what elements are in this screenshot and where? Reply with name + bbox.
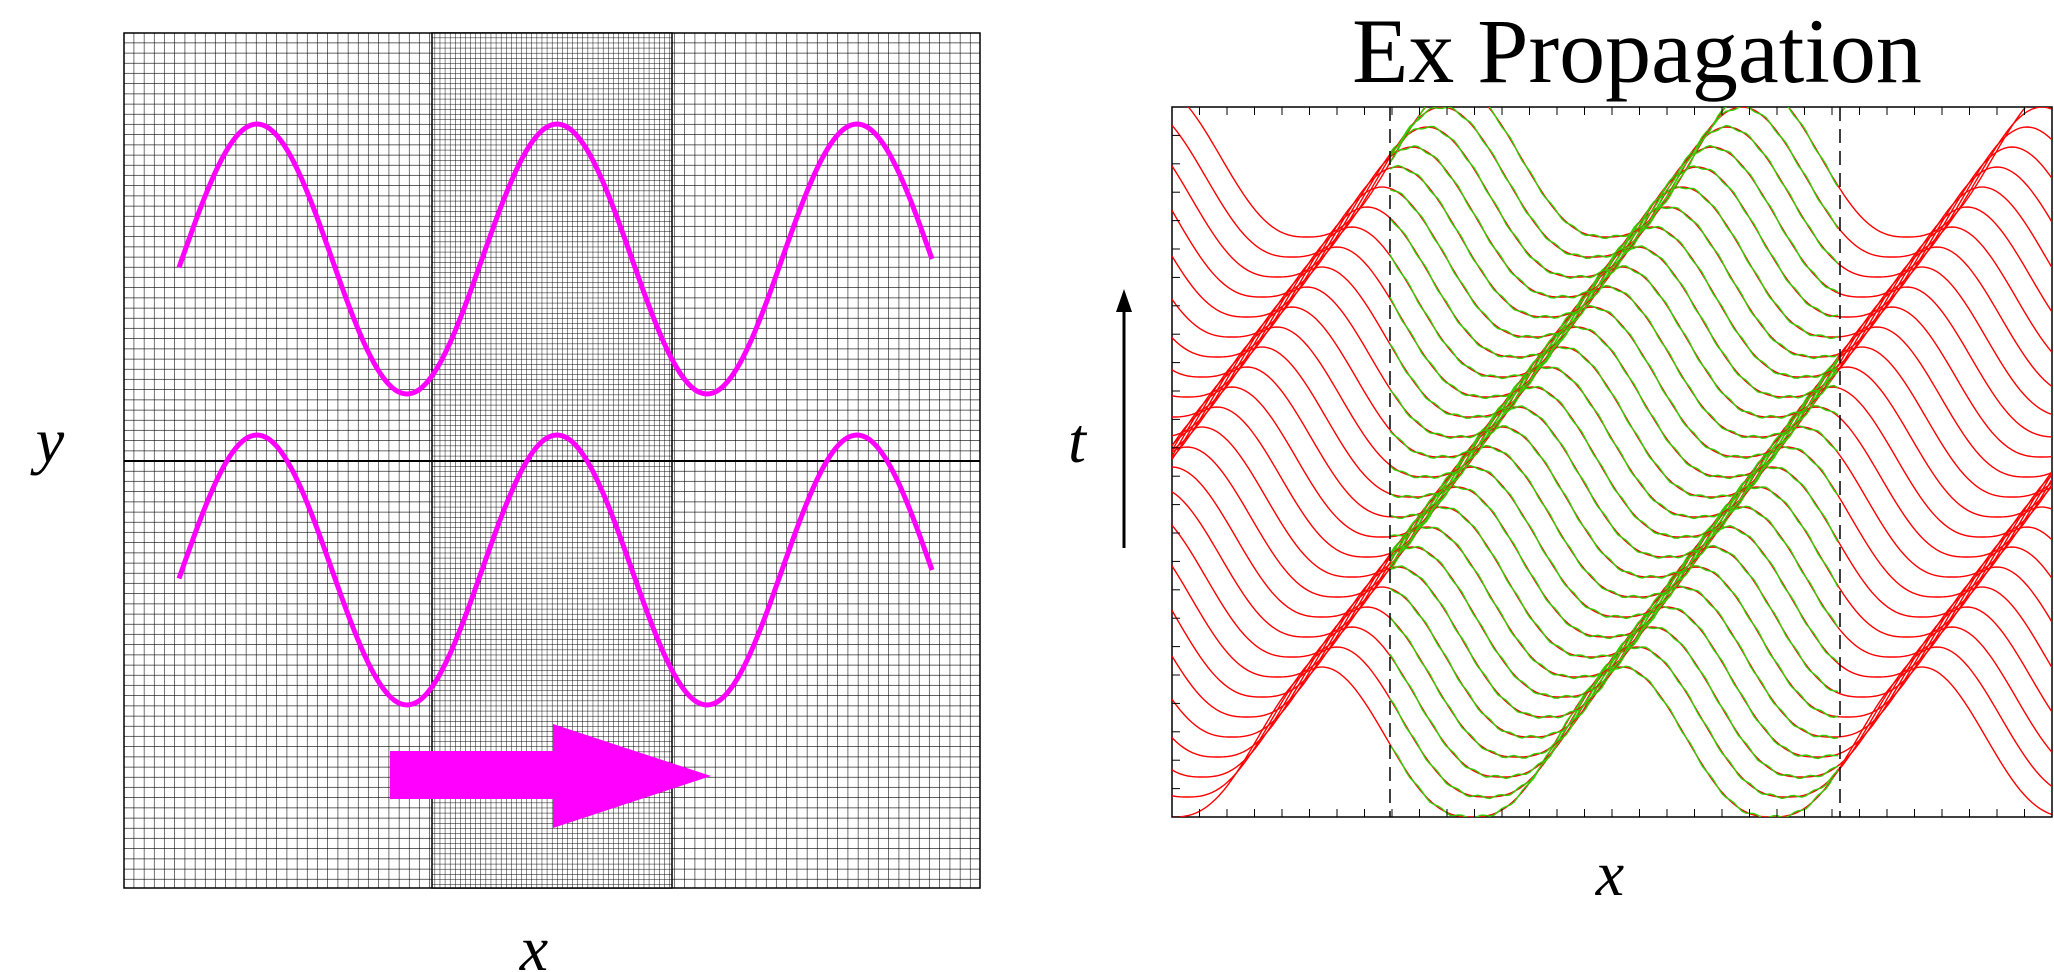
field-curve: [1389, 505, 1839, 660]
field-curve: [1389, 346, 1839, 500]
time-arrow-head: [1116, 289, 1132, 312]
field-curve: [1172, 126, 2052, 278]
field-curve: [1389, 206, 1839, 360]
field-curve: [1389, 626, 1839, 780]
field-curve: [1389, 284, 1839, 440]
direction-arrow: [390, 724, 711, 828]
field-curve: [1389, 325, 1839, 480]
field-curve: [1389, 605, 1839, 760]
field-curve: [1389, 565, 1839, 719]
field-curve: [1172, 446, 2052, 598]
field-curve: [1389, 524, 1839, 680]
field-curve: [1389, 544, 1839, 699]
curves: [1172, 107, 2052, 817]
plot-frame: [1171, 106, 2053, 818]
x-axis-label: x: [519, 913, 548, 972]
chart-title: Ex Propagation: [1352, 0, 1922, 102]
field-curve: [1172, 486, 2052, 638]
field-curve: [1172, 506, 2052, 658]
mesh-panel: y x: [30, 32, 981, 972]
field-curve: [1389, 304, 1839, 460]
field-curve: [1389, 144, 1839, 299]
field-curve: [1172, 306, 2052, 458]
field-curve: [1389, 225, 1839, 380]
field-curve: [1389, 186, 1839, 340]
y-axis-label: y: [30, 405, 65, 476]
field-curve: [1389, 405, 1839, 559]
wave: [176, 121, 935, 397]
field-curve: [1389, 107, 1839, 240]
field-curve: [1389, 107, 1839, 260]
x-axis-label: x: [1595, 838, 1624, 909]
field-curve: [1389, 485, 1839, 640]
t-axis-label: t: [1068, 405, 1088, 476]
wave: [176, 432, 935, 708]
field-curve: [1389, 124, 1839, 280]
field-curve: [1389, 585, 1839, 740]
frame-ticks: [1171, 106, 2053, 818]
propagation-panel: Ex Propagation t x: [1068, 0, 2053, 909]
